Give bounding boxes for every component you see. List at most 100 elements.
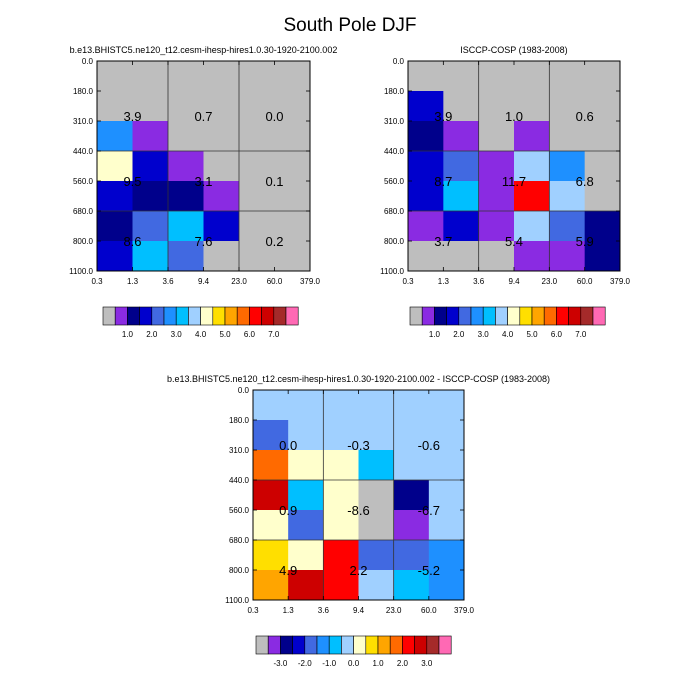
- heatmap-cell: [132, 181, 169, 212]
- heatmap-cell: [514, 121, 550, 152]
- panel-1: b.e13.BHISTC5.ne120_t12.cesm-ihesp-hires…: [69, 45, 337, 339]
- heatmap-cell: [478, 241, 515, 272]
- heatmap-cell: [168, 61, 204, 92]
- heatmap-cell: [203, 121, 240, 152]
- colorbar-swatch: [592, 306, 606, 326]
- colorbar-swatch: [556, 306, 569, 326]
- heatmap-cell: [132, 91, 169, 122]
- y-tick-label: 1100.0: [225, 596, 249, 605]
- heatmap-cell: [358, 540, 395, 571]
- heatmap-cell: [203, 91, 240, 122]
- colorbar-swatch: [365, 635, 379, 655]
- box-value-label: 0.0: [265, 109, 283, 124]
- panel-title: b.e13.BHISTC5.ne120_t12.cesm-ihesp-hires…: [70, 45, 338, 55]
- colorbar-label: 5.0: [526, 330, 538, 339]
- heatmap-cell: [239, 91, 275, 122]
- heatmap-cell: [584, 121, 621, 152]
- box-value-label: 0.2: [265, 234, 283, 249]
- colorbar-swatch: [304, 635, 318, 655]
- heatmap-cell: [253, 390, 289, 421]
- x-tick-label: 0.3: [91, 277, 103, 286]
- x-tick-label: 60.0: [421, 606, 437, 615]
- colorbar: 1.0 2.0 3.0 4.0 5.0 6.0 7.0: [102, 306, 299, 339]
- box-value-label: -5.2: [418, 563, 440, 578]
- heatmap-cell: [358, 420, 395, 451]
- group-dividers: [97, 61, 310, 271]
- x-tick-label: 60.0: [577, 277, 593, 286]
- x-tick-label: 23.0: [542, 277, 558, 286]
- colorbar: -3.0 -2.0 -1.0 0.0 1.0 2.0 3.0: [255, 635, 452, 668]
- heatmap-cell: [408, 121, 444, 152]
- box-value-label: 5.4: [505, 234, 523, 249]
- colorbar-swatch: [409, 306, 423, 326]
- colorbar-swatch: [175, 306, 189, 326]
- heatmap-cell: [253, 480, 289, 511]
- heatmap-cell: [584, 91, 621, 122]
- y-tick-label: 310.0: [384, 117, 405, 126]
- colorbar-label: 2.0: [146, 330, 158, 339]
- heatmap-cell: [358, 570, 395, 601]
- colorbar-label: 7.0: [268, 330, 280, 339]
- panel-2: ISCCP-COSP (1983-2008) 3.9 1.0 0.6 8.7 11.7 6.…: [380, 45, 630, 339]
- colorbar-swatch: [531, 306, 545, 326]
- box-value-label: 11.7: [502, 174, 526, 189]
- y-tick-label: 440.0: [73, 147, 94, 156]
- x-tick-label: 0.3: [247, 606, 259, 615]
- heatmap-cell: [203, 151, 240, 182]
- colorbar-swatch: [163, 306, 177, 326]
- y-tick-label: 560.0: [73, 177, 94, 186]
- heatmap-cell: [514, 91, 550, 122]
- heatmap-cell: [253, 420, 289, 451]
- y-tick-label: 1100.0: [69, 267, 93, 276]
- colorbar-swatch: [446, 306, 460, 326]
- colorbar-label: 7.0: [575, 330, 587, 339]
- colorbar-label: -2.0: [298, 659, 312, 668]
- x-tick-label: 3.6: [318, 606, 330, 615]
- heatmap-cell: [97, 121, 133, 152]
- colorbar-swatch: [316, 635, 330, 655]
- colorbar-swatch: [414, 635, 428, 655]
- box-value-label: 0.9: [279, 503, 297, 518]
- heatmap-cell: [97, 241, 133, 272]
- colorbar-swatch: [280, 635, 293, 655]
- heatmap-cell: [168, 211, 204, 242]
- heatmap-cell: [428, 420, 465, 451]
- heatmap-cell: [288, 420, 324, 451]
- colorbar-swatch: [127, 306, 140, 326]
- heatmap-cell: [443, 121, 480, 152]
- heatmap-cell: [253, 540, 289, 571]
- y-tick-label: 180.0: [384, 87, 405, 96]
- heatmap-cell: [97, 91, 133, 122]
- x-tick-label: 3.6: [162, 277, 174, 286]
- heatmap-cell: [358, 450, 395, 481]
- box-value-label: -0.3: [347, 438, 369, 453]
- colorbar-swatch: [114, 306, 128, 326]
- colorbar-label: 3.0: [478, 330, 490, 339]
- heatmap-cell: [288, 450, 324, 481]
- heatmap-cell: [288, 570, 324, 601]
- box-value-label: 5.9: [576, 234, 594, 249]
- colorbar-swatch: [377, 635, 391, 655]
- heatmap-cell: [132, 61, 169, 92]
- heatmap-cell: [253, 510, 289, 541]
- colorbar-swatch: [273, 306, 287, 326]
- box-value-label: -8.6: [347, 503, 369, 518]
- heatmap-cell: [408, 151, 444, 182]
- y-tick-label: 310.0: [73, 117, 94, 126]
- heatmap-cells: [408, 61, 621, 272]
- box-value-label: -0.6: [418, 438, 440, 453]
- heatmap-cell: [168, 181, 204, 212]
- heatmap-cell: [239, 241, 275, 272]
- heatmap-cell: [97, 61, 133, 92]
- heatmap-cells: [253, 390, 465, 601]
- heatmap-cell: [239, 121, 275, 152]
- box-value-label: 0.6: [576, 109, 594, 124]
- heatmap-cell: [393, 570, 430, 601]
- colorbar-swatch: [328, 635, 342, 655]
- heatmap-cell: [358, 510, 395, 541]
- x-tick-label: 3.6: [473, 277, 485, 286]
- colorbar-swatch: [267, 635, 281, 655]
- box-value-label: 0.7: [194, 109, 212, 124]
- colorbar-swatch: [495, 306, 508, 326]
- box-value-label: 3.9: [434, 109, 452, 124]
